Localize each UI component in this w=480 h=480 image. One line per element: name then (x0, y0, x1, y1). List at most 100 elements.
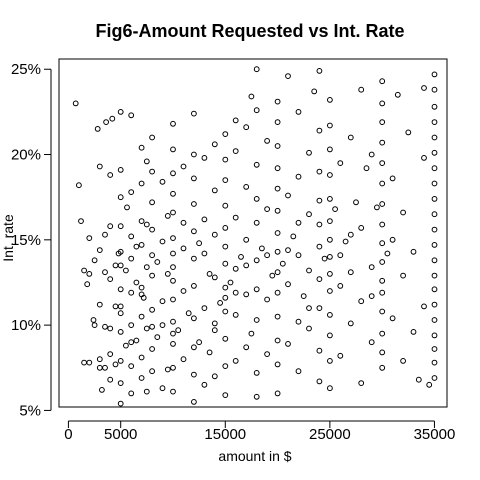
data-point (379, 180, 386, 187)
data-point (316, 197, 323, 204)
data-point (431, 165, 438, 172)
x-tick-label: 0 (64, 426, 72, 443)
data-point (96, 301, 103, 308)
data-point (117, 380, 124, 387)
data-point (253, 66, 260, 73)
data-point (149, 368, 156, 375)
data-point (76, 182, 82, 189)
data-point (285, 192, 291, 199)
data-point (347, 231, 354, 238)
data-point (159, 385, 166, 392)
data-point (91, 257, 98, 264)
data-point (117, 109, 124, 115)
data-point (149, 199, 156, 206)
data-point (191, 175, 197, 182)
data-point (243, 124, 250, 131)
data-point (170, 330, 176, 337)
data-point (201, 250, 208, 257)
data-point (379, 277, 386, 284)
data-point (342, 238, 349, 245)
data-point (431, 359, 438, 366)
data-point (133, 279, 140, 286)
data-point (222, 392, 229, 399)
data-point (170, 235, 176, 242)
data-point (201, 381, 208, 388)
data-point (379, 160, 386, 167)
data-point (368, 264, 375, 271)
data-points (72, 66, 438, 407)
data-point (368, 151, 375, 158)
data-point (191, 344, 197, 351)
data-point (94, 125, 101, 132)
data-point (295, 368, 302, 375)
data-point (316, 127, 323, 134)
data-point (128, 255, 135, 262)
data-point (232, 358, 239, 364)
data-point (102, 231, 108, 238)
data-point (72, 100, 79, 107)
data-point (295, 318, 302, 325)
data-point (316, 305, 323, 312)
data-point (170, 170, 176, 177)
data-point (274, 98, 281, 105)
data-point (327, 288, 333, 294)
data-point (149, 346, 156, 352)
data-point (253, 370, 260, 376)
data-point (431, 149, 438, 156)
data-point (363, 165, 370, 172)
data-point (243, 262, 250, 269)
data-point (253, 196, 260, 202)
data-point (124, 204, 130, 211)
data-point (316, 68, 323, 74)
data-point (285, 341, 291, 347)
data-point (274, 361, 281, 368)
data-point (138, 242, 145, 248)
data-point (222, 308, 229, 315)
data-point (379, 330, 386, 337)
data-point (138, 313, 145, 320)
data-point (259, 245, 265, 252)
data-point (379, 259, 386, 265)
data-point (170, 277, 176, 284)
data-point (431, 211, 438, 218)
data-point (159, 322, 166, 329)
data-point (107, 172, 114, 178)
data-point (170, 146, 176, 153)
data-point (264, 296, 271, 303)
data-point (426, 381, 433, 388)
data-point (285, 281, 291, 288)
data-point (253, 219, 260, 226)
data-point (201, 155, 208, 161)
data-point (379, 201, 386, 207)
data-point (410, 248, 417, 255)
data-point (306, 305, 312, 312)
data-point (206, 271, 213, 277)
data-point (316, 243, 323, 250)
data-point (103, 119, 109, 125)
data-point (159, 298, 166, 305)
data-point (117, 329, 124, 335)
data-point (128, 289, 135, 296)
data-point (327, 122, 333, 129)
plot-frame (58, 58, 448, 408)
data-point (149, 306, 156, 313)
data-point (154, 334, 161, 341)
data-point (138, 144, 145, 151)
data-point (389, 236, 396, 243)
y-tick-label: 10% (11, 317, 41, 334)
data-point (431, 272, 438, 279)
x-axis: 0 5000 15000 25000 35000 (64, 420, 455, 443)
data-point (191, 110, 197, 117)
data-point (170, 209, 176, 216)
data-point (431, 103, 438, 110)
data-point (279, 260, 286, 267)
data-point (248, 93, 255, 100)
data-point (316, 347, 323, 354)
data-point (290, 233, 297, 240)
data-point (191, 283, 197, 289)
data-point (211, 274, 218, 281)
data-point (222, 294, 229, 301)
data-point (86, 235, 93, 242)
data-point (191, 399, 197, 405)
data-point (102, 364, 108, 371)
